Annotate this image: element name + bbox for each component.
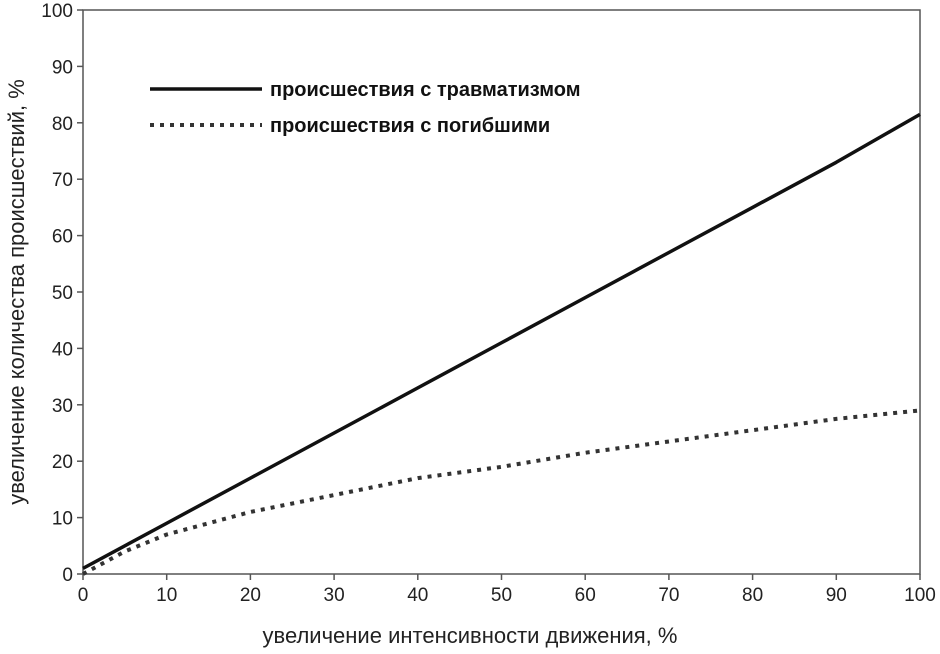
data-point-injury (584, 297, 586, 299)
data-point-injury (166, 522, 168, 524)
data-point-fatal (584, 452, 586, 454)
data-point-fatal (752, 429, 754, 431)
data-point-fatal (166, 534, 168, 536)
y-tick-label: 10 (52, 509, 73, 530)
x-tick-label: 0 (78, 585, 89, 606)
y-tick-label: 100 (41, 1, 73, 22)
legend-label-injury: происшествия с травматизмом (270, 79, 581, 101)
y-tick-label: 60 (52, 227, 73, 248)
x-axis-label: увеличение интенсивности движения, % (263, 623, 678, 648)
x-tick-label: 100 (904, 585, 936, 606)
x-tick-label: 40 (407, 585, 428, 606)
x-tick-label: 50 (491, 585, 512, 606)
data-point-fatal (124, 551, 126, 553)
data-point-injury (836, 161, 838, 163)
x-tick-label: 60 (575, 585, 596, 606)
legend-label-fatal: происшествия с погибшими (270, 115, 550, 137)
x-tick-label: 70 (658, 585, 679, 606)
y-tick-label: 50 (52, 283, 73, 304)
data-point-fatal (836, 418, 838, 420)
data-point-fatal (250, 511, 252, 513)
series-line-injury (82, 112, 921, 570)
x-tick-label: 10 (156, 585, 177, 606)
y-axis-ticks: 0 10 20 30 40 50 60 70 80 90 100 (41, 1, 83, 586)
series-layer (82, 112, 921, 576)
y-tick-label: 70 (52, 170, 73, 191)
y-tick-label: 90 (52, 57, 73, 78)
y-axis-label: увеличение количества происшествий, % (4, 79, 29, 505)
x-axis-ticks: 0 10 20 30 40 50 60 70 80 90 100 (78, 574, 936, 606)
data-point-injury (919, 114, 921, 116)
data-point-injury (417, 387, 419, 389)
data-point-injury (82, 568, 84, 570)
data-point-fatal (668, 441, 670, 443)
data-point-fatal (333, 494, 335, 496)
data-point-injury (250, 477, 252, 479)
y-tick-label: 80 (52, 114, 73, 135)
y-tick-label: 0 (62, 565, 73, 586)
data-point-injury (501, 342, 503, 344)
data-point-injury (333, 432, 335, 434)
x-tick-label: 30 (324, 585, 345, 606)
series-line-fatal (82, 408, 921, 576)
legend: происшествия с травматизмом происшествия… (150, 79, 581, 137)
x-tick-label: 90 (826, 585, 847, 606)
y-tick-label: 40 (52, 339, 73, 360)
data-point-injury (668, 252, 670, 254)
data-point-fatal (82, 573, 84, 575)
data-point-injury (752, 207, 754, 209)
data-point-fatal (501, 466, 503, 468)
data-point-fatal (417, 477, 419, 479)
y-tick-label: 20 (52, 452, 73, 473)
x-tick-label: 80 (742, 585, 763, 606)
x-tick-label: 20 (240, 585, 261, 606)
y-tick-label: 30 (52, 396, 73, 417)
data-point-fatal (919, 410, 921, 412)
